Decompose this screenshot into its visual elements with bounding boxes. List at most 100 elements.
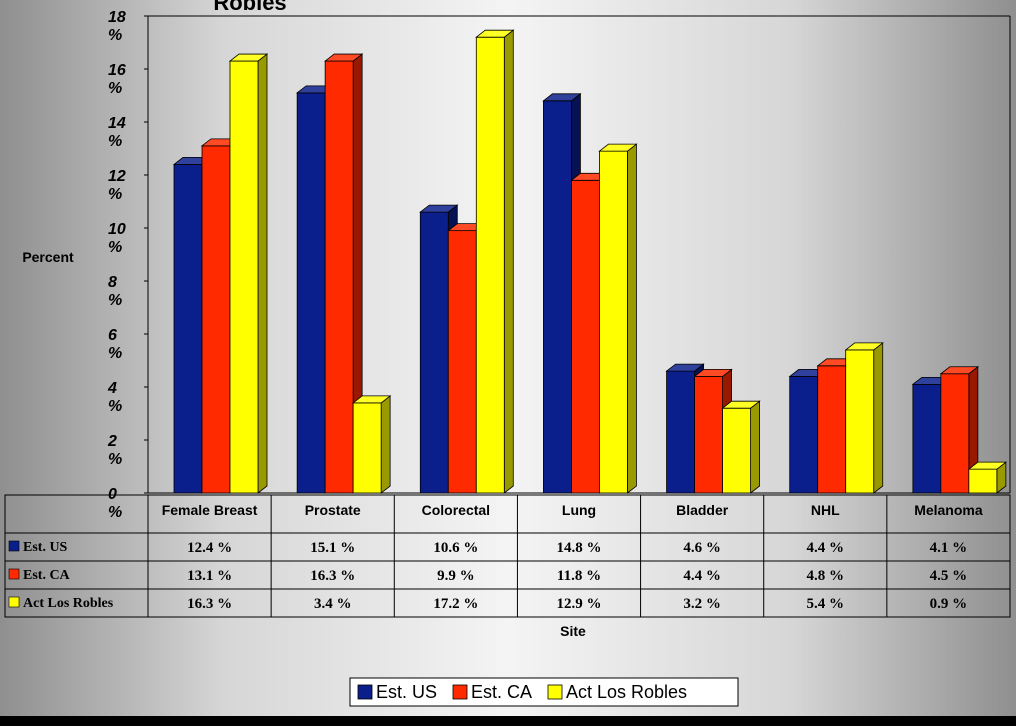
bar-side	[380, 395, 391, 494]
table-cell: 11.8 %	[557, 568, 601, 584]
bar-front	[296, 92, 326, 494]
table-cell: 14.8 %	[557, 540, 602, 556]
bar-front	[722, 407, 751, 494]
x-axis-label: Site	[560, 623, 586, 639]
y-tick-label: 18%	[108, 9, 126, 44]
category-label: NHL	[811, 502, 840, 518]
bar-top	[542, 93, 582, 102]
chart-title: Robles	[213, 0, 286, 15]
bar-front	[599, 150, 628, 494]
bar-front	[912, 383, 942, 494]
table-cell: 4.5 %	[930, 568, 968, 584]
bar	[475, 29, 515, 494]
table-cell: 13.1 %	[187, 568, 232, 584]
bar-top	[475, 29, 515, 38]
y-tick-label: 14%	[108, 115, 126, 150]
plot-area	[147, 15, 1011, 494]
bar-top	[939, 366, 980, 375]
bar-top	[598, 143, 638, 152]
bar	[844, 342, 884, 494]
y-tick-label: 16%	[108, 62, 126, 97]
data-table: Female Breast Prostate Colorectal Lung Bladd…	[4, 494, 1011, 618]
bar-front	[173, 163, 203, 494]
bar-front	[543, 100, 572, 494]
table-cell: 12.9 %	[557, 596, 602, 612]
category-label: Prostate	[305, 502, 361, 518]
table-cell: 3.2 %	[683, 596, 721, 612]
row-color-key	[8, 596, 20, 608]
bar-top	[323, 53, 364, 62]
legend-label: Est. US	[376, 682, 437, 702]
bar-top	[228, 53, 269, 62]
y-axis: 0 %2 %4 %6 %8 %10 %12 %14 %16 %18%	[107, 9, 148, 521]
row-label: Est. CA	[23, 568, 71, 583]
bar-side	[503, 29, 514, 494]
bar-front	[845, 349, 875, 494]
category-label: Bladder	[676, 502, 729, 518]
row-label: Est. US	[23, 540, 68, 555]
bar-front	[940, 373, 970, 494]
bar-top	[967, 461, 1008, 470]
table-cell: 4.8 %	[807, 568, 845, 584]
bar	[228, 53, 269, 494]
table-cell: 12.4 %	[187, 540, 232, 556]
bar-top	[351, 395, 392, 404]
y-tick-label: 4%	[107, 380, 122, 415]
y-tick-label: 10%	[108, 221, 126, 256]
bar-front	[817, 365, 847, 494]
bar-front	[475, 36, 505, 494]
bar-front	[666, 370, 695, 494]
bar-top	[844, 342, 884, 351]
bar-top	[721, 400, 761, 409]
bar	[721, 400, 761, 494]
y-axis-label: Percent	[22, 249, 74, 265]
table-cell: 3.4 %	[314, 596, 352, 612]
legend-label: Act Los Robles	[566, 682, 687, 702]
bar-front	[201, 145, 231, 494]
bar-front	[419, 211, 449, 494]
y-tick-label: 2%	[107, 433, 122, 468]
bar	[598, 143, 638, 494]
bar-side	[257, 53, 268, 494]
legend-swatch	[357, 684, 373, 700]
bar-side	[627, 143, 637, 494]
y-tick-label: 8%	[108, 274, 122, 309]
category-label: Melanoma	[914, 502, 983, 518]
category-label: Female Breast	[162, 502, 258, 518]
legend: Est. US Est. CA Act Los Robles	[349, 677, 739, 707]
bar-top	[665, 363, 705, 372]
bar-front	[571, 179, 600, 494]
y-tick-label: 12%	[108, 168, 126, 203]
table-frame	[4, 494, 1011, 618]
category-label: Colorectal	[422, 502, 490, 518]
legend-box	[349, 677, 739, 707]
bar-top	[419, 204, 459, 213]
table-cell: 16.3 %	[310, 568, 355, 584]
bar-top	[693, 368, 733, 377]
bottom-bar	[0, 716, 1016, 726]
bar-front	[789, 375, 819, 494]
table-cell: 4.6 %	[683, 540, 721, 556]
bar-front	[447, 230, 477, 494]
table-cell: 0.9 %	[930, 596, 968, 612]
bar-front	[968, 468, 998, 494]
bar-front	[229, 60, 259, 494]
bar-side	[750, 400, 760, 494]
category-label: Lung	[562, 502, 596, 518]
bar-front	[694, 375, 723, 494]
legend-swatch	[452, 684, 468, 700]
bar	[351, 395, 392, 494]
bar-front	[324, 60, 354, 494]
row-color-key	[8, 568, 20, 580]
row-color-key	[8, 540, 20, 552]
row-label: Act Los Robles	[23, 596, 114, 611]
bar-front	[352, 402, 382, 494]
table-cell: 4.4 %	[807, 540, 845, 556]
table-cell: 4.4 %	[683, 568, 721, 584]
y-tick-label: 6%	[108, 327, 122, 362]
table-cell: 4.1 %	[930, 540, 968, 556]
table-cell: 9.9 %	[437, 568, 475, 584]
bar	[967, 461, 1008, 494]
legend-swatch	[547, 684, 563, 700]
